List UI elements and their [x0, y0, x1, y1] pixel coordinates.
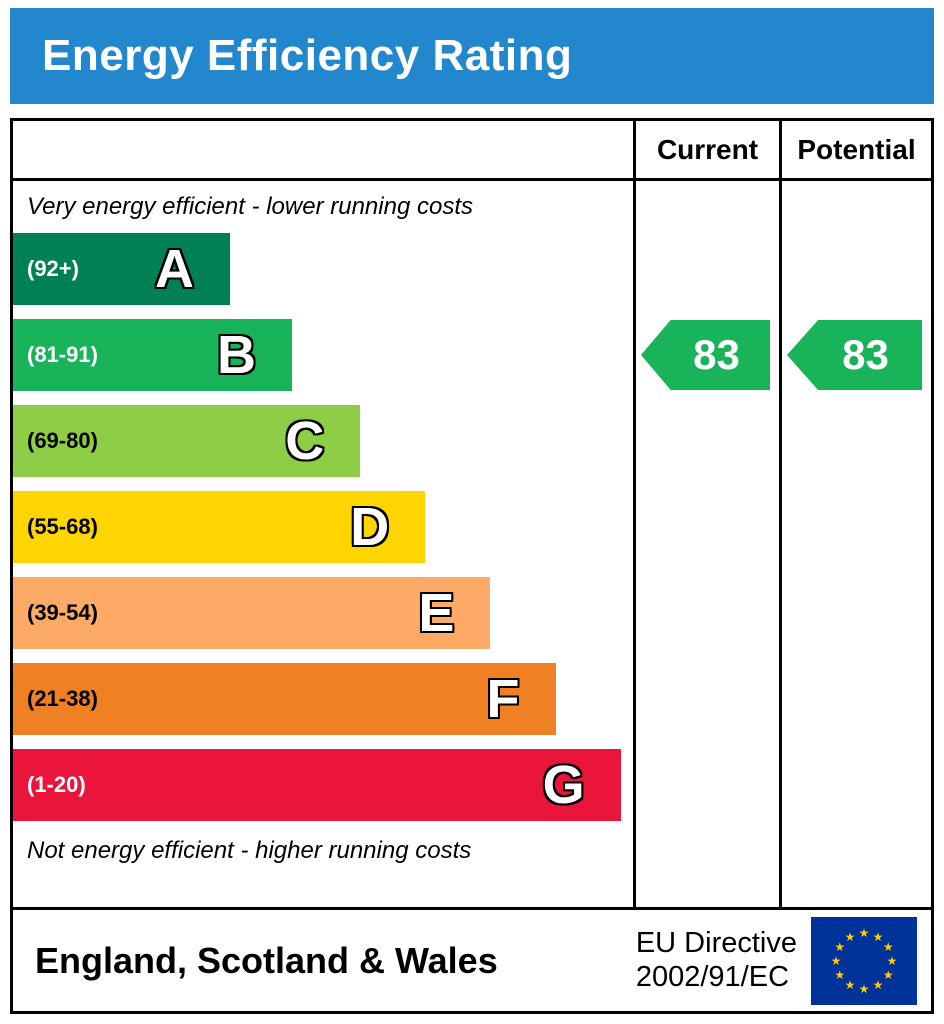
- eu-flag-star: ★: [845, 978, 856, 992]
- band-range-label: (21-38): [27, 686, 98, 711]
- band-range-label: (81-91): [27, 342, 98, 367]
- band-letter: G: [542, 755, 585, 815]
- potential-column: 83: [779, 181, 931, 907]
- band-range-label: (69-80): [27, 428, 98, 453]
- bottom-note: Not energy efficient - higher running co…: [27, 837, 472, 864]
- eu-flag-star: ★: [883, 968, 894, 982]
- potential-rating-value: 83: [842, 331, 889, 378]
- band-range-label: (92+): [27, 256, 79, 281]
- eu-flag-icon: ★ ★ ★ ★ ★ ★ ★ ★ ★ ★ ★ ★: [811, 916, 917, 1005]
- current-column-header: Current: [633, 121, 779, 178]
- rating-band-a: (92+) A: [13, 233, 230, 305]
- rating-band-b: (81-91) B: [13, 319, 292, 391]
- eu-flag-star: ★: [834, 940, 845, 954]
- band-letter: C: [285, 411, 325, 471]
- rating-band-g: (1-20) G: [13, 749, 621, 821]
- eu-flag-star: ★: [845, 929, 856, 943]
- eu-flag-star: ★: [859, 926, 870, 940]
- eu-flag-star: ★: [887, 954, 898, 968]
- band-letter: B: [217, 325, 256, 385]
- top-note: Very energy efficient - lower running co…: [27, 193, 473, 220]
- eu-flag-star: ★: [834, 968, 845, 982]
- eu-directive-line1: EU Directive: [635, 927, 797, 960]
- band-letter: A: [155, 239, 194, 299]
- band-letter: F: [486, 669, 520, 729]
- table-header-spacer: [13, 121, 633, 178]
- eu-flag-star: ★: [873, 978, 884, 992]
- eu-directive-label: EU Directive 2002/91/EC: [636, 927, 797, 994]
- rating-bands: (92+) A (81-91) B (69-80) C (55-68) D (39-54) E (2…: [13, 233, 633, 821]
- rating-band-d: (55-68) D: [13, 491, 426, 563]
- eu-flag-star: ★: [873, 929, 884, 943]
- band-letter: E: [418, 583, 455, 643]
- potential-rating-arrow: 83: [787, 320, 922, 390]
- current-rating-value: 83: [693, 331, 740, 378]
- eu-directive-line2: 2002/91/EC: [635, 960, 790, 993]
- eu-flag-star: ★: [859, 982, 870, 996]
- table-header-row: Current Potential: [13, 121, 931, 181]
- title-bar: Energy Efficiency Rating: [10, 8, 934, 104]
- band-range-label: (39-54): [27, 600, 98, 625]
- band-letter: D: [350, 497, 390, 557]
- rating-scale-area: Very energy efficient - lower running co…: [13, 181, 633, 907]
- rating-band-f: (21-38) F: [13, 663, 556, 735]
- current-column: 83: [633, 181, 779, 907]
- current-rating-arrow: 83: [641, 320, 770, 390]
- eu-flag-star: ★: [831, 954, 842, 968]
- rating-band-e: (39-54) E: [13, 577, 491, 649]
- eu-flag-star: ★: [883, 940, 894, 954]
- region-label: England, Scotland & Wales: [35, 939, 498, 981]
- potential-column-header: Potential: [779, 121, 931, 178]
- rating-band-c: (69-80) C: [13, 405, 361, 477]
- table-body: Very energy efficient - lower running co…: [13, 181, 931, 907]
- band-range-label: (1-20): [27, 772, 86, 797]
- page-title: Energy Efficiency Rating: [42, 31, 573, 80]
- rating-table: Current Potential Very energy efficient …: [10, 118, 934, 1014]
- footer: England, Scotland & Wales EU Directive 2…: [13, 907, 931, 1011]
- band-range-label: (55-68): [27, 514, 98, 539]
